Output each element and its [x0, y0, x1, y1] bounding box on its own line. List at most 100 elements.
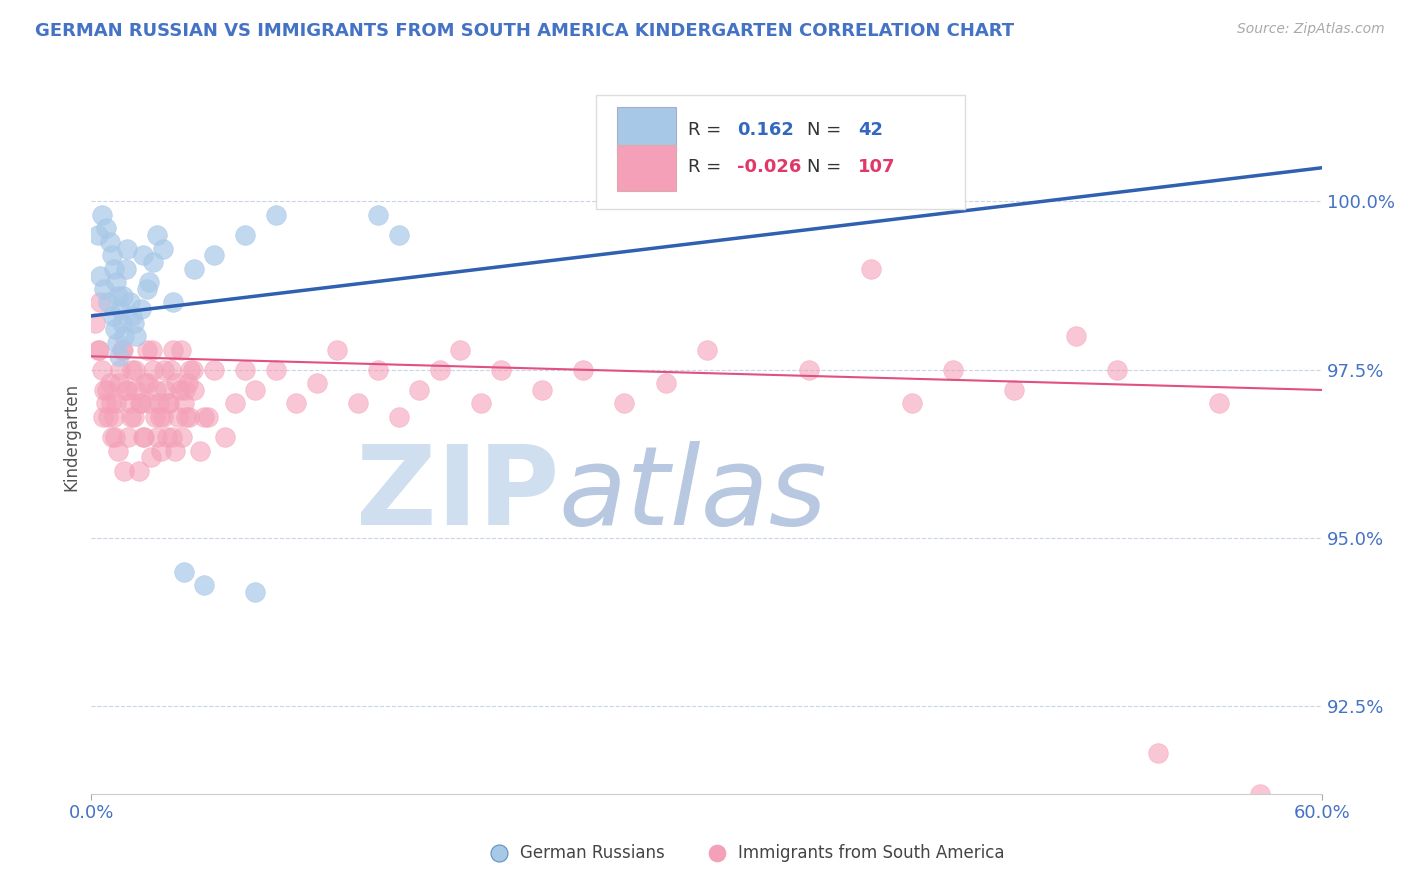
Point — [129, 302, 152, 317]
Point — [146, 228, 169, 243]
Point — [146, 430, 169, 444]
Point — [706, 846, 728, 860]
Point — [125, 383, 148, 397]
Point — [112, 464, 135, 478]
Point — [84, 316, 107, 330]
Point — [169, 343, 191, 357]
Point — [111, 316, 134, 330]
Point — [125, 329, 148, 343]
Point — [1064, 329, 1087, 343]
Point — [153, 383, 177, 397]
Point — [449, 343, 471, 357]
Point — [112, 343, 135, 357]
Point — [97, 409, 120, 424]
Point — [120, 409, 142, 424]
Point — [166, 376, 188, 391]
Point — [613, 396, 636, 410]
Point — [152, 242, 174, 256]
Point — [193, 409, 215, 424]
Point — [101, 309, 124, 323]
Point — [470, 396, 492, 410]
Point — [108, 349, 131, 363]
Text: German Russians: German Russians — [520, 844, 665, 862]
Point — [179, 363, 201, 377]
Point — [900, 396, 922, 410]
Point — [138, 396, 160, 410]
Point — [695, 343, 717, 357]
Point — [128, 464, 150, 478]
Point — [108, 302, 131, 317]
Point — [1249, 787, 1271, 801]
Point — [388, 228, 411, 243]
Point — [117, 242, 139, 256]
Point — [134, 376, 156, 391]
Point — [347, 396, 370, 410]
Point — [148, 396, 170, 410]
Point — [89, 295, 111, 310]
Point — [1105, 363, 1128, 377]
Point — [157, 396, 180, 410]
Point — [173, 383, 195, 397]
Point — [488, 846, 510, 860]
Point — [531, 383, 554, 397]
Point — [367, 363, 389, 377]
Point — [139, 450, 162, 465]
Point — [181, 363, 204, 377]
Point — [108, 363, 131, 377]
Point — [138, 275, 160, 289]
Point — [117, 383, 139, 397]
Point — [197, 409, 219, 424]
Point — [115, 383, 138, 397]
FancyBboxPatch shape — [617, 145, 676, 191]
Point — [367, 208, 389, 222]
Point — [1002, 383, 1025, 397]
Point — [165, 443, 187, 458]
Point — [156, 430, 179, 444]
Point — [214, 430, 236, 444]
Point — [245, 585, 267, 599]
Point — [136, 376, 159, 391]
Point — [305, 376, 328, 391]
Point — [120, 295, 142, 310]
Text: N =: N = — [807, 159, 848, 177]
Point — [132, 430, 155, 444]
Point — [264, 208, 287, 222]
Point — [121, 309, 143, 323]
Point — [150, 443, 173, 458]
Text: R =: R = — [688, 121, 727, 139]
Point — [101, 430, 124, 444]
Point — [797, 363, 820, 377]
Point — [131, 430, 153, 444]
Text: GERMAN RUSSIAN VS IMMIGRANTS FROM SOUTH AMERICA KINDERGARTEN CORRELATION CHART: GERMAN RUSSIAN VS IMMIGRANTS FROM SOUTH … — [35, 22, 1014, 40]
Point — [135, 343, 157, 357]
Point — [388, 409, 411, 424]
Point — [572, 363, 595, 377]
Point — [86, 343, 108, 357]
Point — [408, 383, 430, 397]
Point — [96, 383, 118, 397]
Point — [98, 376, 121, 391]
Point — [174, 409, 197, 424]
Point — [135, 282, 157, 296]
Point — [90, 363, 112, 377]
Point — [177, 409, 200, 424]
Point — [124, 409, 146, 424]
Point — [111, 343, 134, 357]
Point — [105, 396, 127, 410]
Point — [103, 409, 125, 424]
Point — [233, 228, 256, 243]
Point — [160, 363, 183, 377]
Point — [91, 409, 114, 424]
Point — [177, 376, 200, 391]
Point — [149, 409, 172, 424]
Point — [107, 443, 129, 458]
Point — [108, 376, 131, 391]
Point — [86, 228, 108, 243]
Text: Source: ZipAtlas.com: Source: ZipAtlas.com — [1237, 22, 1385, 37]
Point — [124, 316, 146, 330]
Point — [173, 565, 195, 579]
Text: atlas: atlas — [558, 441, 828, 548]
Point — [224, 396, 246, 410]
Point — [117, 430, 139, 444]
Point — [264, 363, 287, 377]
